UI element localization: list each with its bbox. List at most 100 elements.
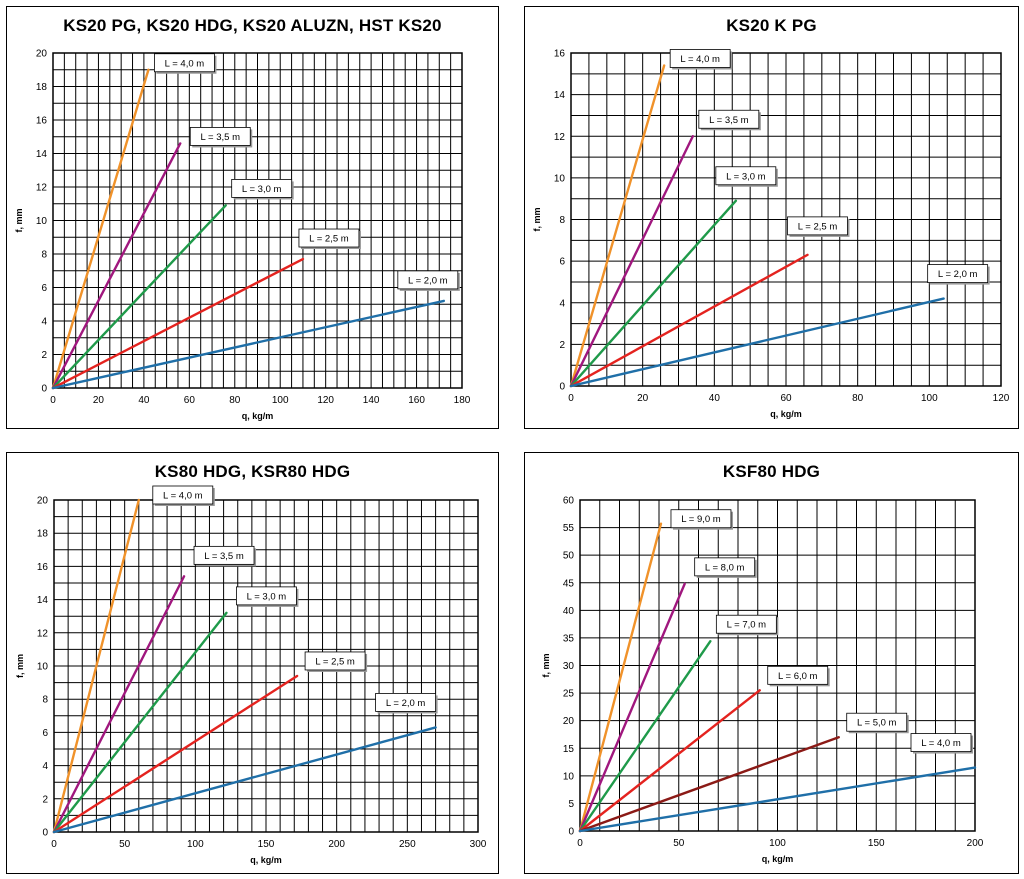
x-tick-label: 140: [363, 395, 380, 406]
y-tick-label: 16: [36, 116, 48, 127]
series-label: L = 5,0 m: [857, 718, 897, 729]
series-line: [569, 64, 666, 388]
y-tick-label: 20: [37, 496, 49, 507]
y-tick-label: 60: [563, 496, 575, 507]
y-axis-label: f, mm: [15, 654, 25, 678]
chart-panel-ks20-k: KS20 K PG 0 20 40 60 80 100 120 0 2 4 6 8 10 12 14 16 q,…: [524, 6, 1019, 429]
series-label: L = 3,5 m: [200, 132, 240, 143]
series-label-box: [298, 228, 360, 248]
chart-svg: 0 50 100 150 200 0 5 10 15 20 25 30 35 40 45 50 55 60 q, k…: [541, 496, 984, 865]
chart-svg: 0 20 40 60 80 100 120 140 160 180 0 2 4 6 8 10 12 14 16 18 2…: [14, 49, 471, 422]
x-tick-label: 150: [258, 839, 275, 850]
plot-area-frame: [53, 499, 479, 833]
x-tick-label: 80: [229, 395, 241, 406]
y-tick-label: 2: [559, 340, 565, 351]
y-tick-label: 12: [554, 132, 566, 143]
y-tick-label: 16: [554, 49, 566, 60]
y-tick-label: 2: [41, 350, 47, 361]
series-line: [578, 689, 761, 833]
x-tick-label: 0: [50, 395, 56, 406]
x-tick-label: 100: [187, 839, 204, 850]
series-label-box: [698, 109, 760, 129]
x-tick-label: 20: [637, 393, 649, 404]
y-axis-label: f, mm: [14, 208, 24, 232]
series-label: L = 3,5 m: [204, 551, 244, 562]
series-label: L = 2,5 m: [798, 221, 838, 232]
chart-panel-ksf80: KSF80 HDG 0 50 100 150 200 0 5 10 15 20 25 30 35 40 45…: [524, 452, 1019, 874]
series-line: [569, 135, 695, 388]
chart-title: KS20 K PG: [726, 16, 817, 35]
y-tick-label: 6: [559, 257, 565, 268]
series-label: L = 2,0 m: [408, 275, 448, 286]
series-line: [51, 299, 446, 390]
series-label: L = 3,0 m: [242, 184, 282, 195]
y-tick-label: 6: [42, 728, 48, 739]
series-line: [578, 766, 977, 833]
y-tick-label: 0: [559, 382, 565, 393]
y-tick-label: 8: [41, 250, 47, 261]
x-tick-label: 250: [399, 839, 416, 850]
x-tick-label: 40: [138, 395, 150, 406]
y-tick-label: 5: [568, 799, 574, 810]
x-axis-label: q, kg/m: [770, 409, 802, 419]
chart-svg: 0 50 100 150 200 250 300 0 2 4 6 8 10 12 14 16 18 20 q, kg…: [15, 485, 487, 865]
y-tick-label: 14: [36, 149, 48, 160]
series-label-box: [154, 53, 215, 73]
chart-svg: 0 20 40 60 80 100 120 0 2 4 6 8 10 12 14 16 q, kg/m f, mm…: [532, 49, 1010, 420]
series-label: L = 2,0 m: [386, 698, 426, 709]
x-tick-label: 150: [868, 838, 885, 849]
series-label: L = 3,0 m: [247, 591, 287, 602]
y-tick-label: 16: [37, 562, 49, 573]
x-tick-label: 80: [852, 393, 864, 404]
y-axis-label: f, mm: [532, 207, 542, 231]
series-label-box: [670, 509, 732, 529]
y-tick-label: 20: [36, 49, 48, 60]
x-tick-label: 60: [184, 395, 196, 406]
x-tick-label: 100: [921, 393, 938, 404]
plot-area-frame: [570, 52, 1002, 387]
series-line: [578, 736, 840, 833]
series-line: [51, 204, 227, 390]
series-line: [51, 257, 305, 390]
series-line: [578, 582, 686, 833]
y-tick-label: 6: [41, 283, 47, 294]
y-tick-label: 30: [563, 661, 575, 672]
chart-title: KS80 HDG, KSR80 HDG: [154, 462, 351, 481]
y-tick-label: 4: [42, 761, 48, 772]
series-label: L = 4,0 m: [163, 491, 203, 502]
y-tick-label: 10: [36, 216, 48, 227]
y-tick-label: 45: [563, 578, 575, 589]
series-label: L = 4,0 m: [165, 58, 205, 69]
series-label: L = 2,5 m: [309, 234, 349, 245]
series-label-box: [767, 665, 829, 685]
series-label-box: [669, 49, 731, 68]
x-tick-label: 120: [993, 393, 1010, 404]
x-tick-label: 100: [769, 838, 786, 849]
x-tick-label: 0: [577, 838, 583, 849]
series-label-box: [304, 651, 366, 671]
y-tick-label: 0: [41, 384, 47, 395]
series-line: [51, 68, 150, 390]
y-tick-label: 4: [559, 298, 565, 309]
y-tick-label: 8: [42, 695, 48, 706]
x-tick-label: 20: [93, 395, 105, 406]
x-tick-label: 100: [272, 395, 289, 406]
series-label: L = 2,5 m: [315, 656, 355, 667]
y-tick-label: 10: [37, 662, 49, 673]
series-line: [578, 522, 663, 833]
x-tick-label: 300: [470, 839, 487, 850]
y-tick-label: 35: [563, 633, 575, 644]
series-label-box: [231, 179, 293, 198]
series-label-box: [846, 712, 908, 732]
y-tick-label: 12: [36, 183, 48, 194]
x-tick-label: 50: [119, 839, 131, 850]
x-axis-label: q, kg/m: [250, 855, 282, 865]
x-tick-label: 0: [51, 839, 57, 850]
series-label: L = 4,0 m: [680, 54, 720, 65]
chart-title: KS20 PG, KS20 HDG, KS20 ALUZN, HST KS20: [63, 16, 442, 35]
x-tick-label: 60: [780, 393, 792, 404]
y-tick-label: 0: [42, 828, 48, 839]
y-tick-label: 15: [563, 744, 575, 755]
plot-area-frame: [52, 52, 463, 389]
chart-panel-ks20: KS20 PG, KS20 HDG, KS20 ALUZN, HST KS20 …: [6, 6, 499, 429]
